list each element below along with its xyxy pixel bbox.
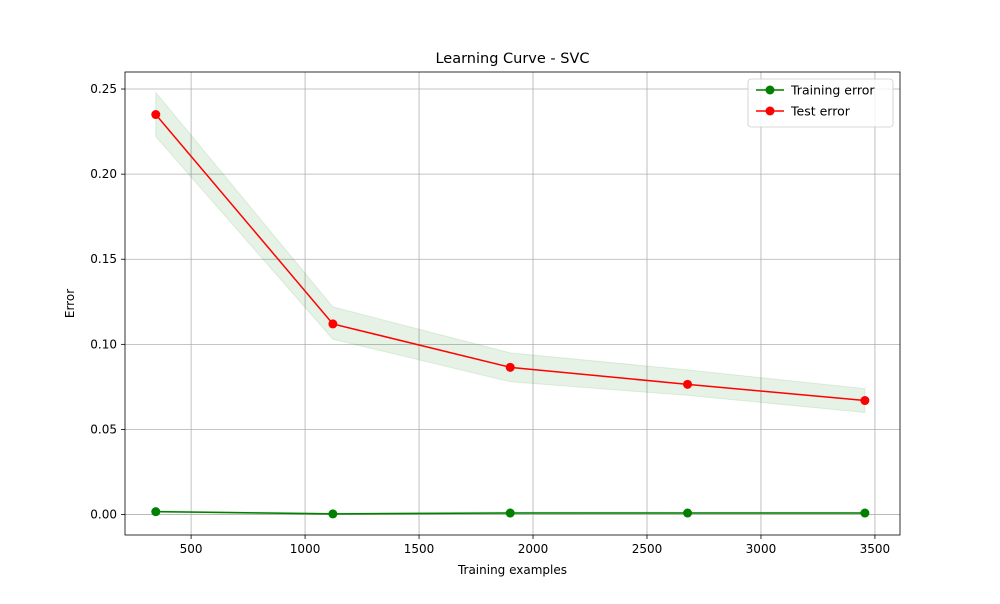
data-point: [505, 508, 515, 518]
x-tick-label: 500: [180, 542, 203, 556]
data-point: [151, 110, 161, 120]
data-point: [505, 362, 515, 372]
y-tick-label: 0.20: [90, 167, 117, 181]
y-axis-label: Error: [63, 289, 77, 318]
x-tick-label: 3500: [860, 542, 891, 556]
legend-label: Training error: [790, 83, 875, 98]
legend-label: Test error: [790, 104, 851, 119]
x-tick-label: 2000: [518, 542, 549, 556]
y-tick-label: 0.00: [90, 508, 117, 522]
y-tick-label: 0.25: [90, 82, 117, 96]
confidence-band: [155, 91, 866, 413]
x-tick-label: 2500: [632, 542, 663, 556]
x-tick-label: 3000: [746, 542, 777, 556]
x-tick-label: 1000: [290, 542, 321, 556]
legend-marker: [765, 85, 775, 95]
legend-box: [747, 78, 894, 128]
data-point: [151, 507, 161, 517]
data-point: [683, 379, 693, 389]
series-lines: [151, 110, 870, 519]
data-point: [860, 396, 870, 406]
tick-marks: 500 1000 1500 2000 2500 3000 3500 0.00 0.05 0.10 0…: [90, 82, 890, 556]
data-point: [328, 509, 338, 519]
data-point: [860, 508, 870, 518]
axes-frame: [124, 71, 901, 536]
y-tick-label: 0.10: [90, 337, 117, 351]
data-point: [683, 508, 693, 518]
grid: [125, 72, 900, 535]
data-point: [328, 319, 338, 329]
legend-marker: [765, 106, 775, 116]
y-tick-label: 0.15: [90, 252, 117, 266]
chart-title: Learning Curve - SVC: [435, 51, 589, 67]
axes: [124, 71, 901, 536]
x-axis-label: Training examples: [457, 563, 567, 577]
x-tick-label: 1500: [404, 542, 435, 556]
y-tick-label: 0.05: [90, 422, 117, 436]
legend: Training error Test error: [747, 78, 894, 128]
plot-area: [125, 72, 900, 535]
